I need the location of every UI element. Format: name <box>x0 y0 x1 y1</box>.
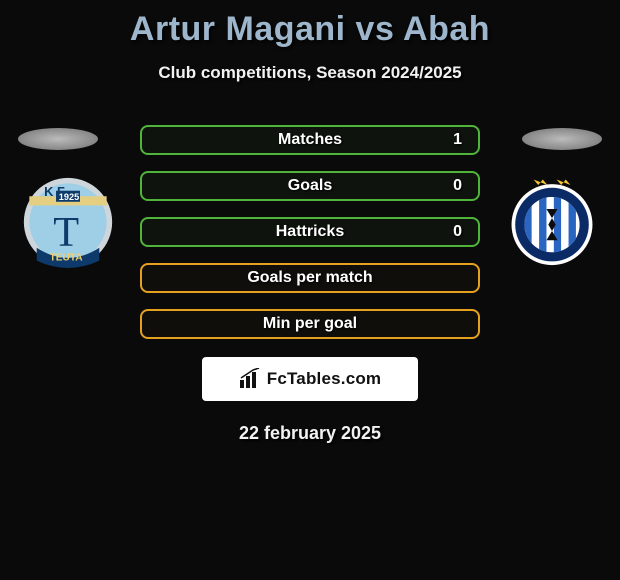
svg-text:TEUTA: TEUTA <box>50 253 84 264</box>
club-badge-left: K F 1925 T TEUTA <box>22 176 114 268</box>
stat-bar: Hattricks 0 <box>140 217 480 247</box>
snapshot-date: 22 february 2025 <box>0 423 620 444</box>
stat-label: Matches <box>278 131 342 149</box>
player-right-portrait <box>522 128 602 150</box>
svg-text:T: T <box>53 209 79 256</box>
stat-label: Hattricks <box>276 223 344 241</box>
club-badge-right <box>506 174 598 266</box>
tirana-badge-icon <box>506 174 598 266</box>
stat-row: Min per goal <box>0 309 620 339</box>
stat-bar: Goals 0 <box>140 171 480 201</box>
stat-bar: Min per goal <box>140 309 480 339</box>
stat-label: Goals per match <box>247 269 372 287</box>
stat-value: 0 <box>453 177 462 195</box>
stat-bar: Matches 1 <box>140 125 480 155</box>
stat-label: Goals <box>288 177 332 195</box>
player-left-portrait <box>18 128 98 150</box>
fctables-branding: FcTables.com <box>202 357 418 401</box>
page-title: Artur Magani vs Abah <box>0 10 620 49</box>
brand-text: FcTables.com <box>267 369 382 389</box>
subtitle: Club competitions, Season 2024/2025 <box>0 63 620 83</box>
teuta-badge-icon: K F 1925 T TEUTA <box>22 176 114 268</box>
stat-label: Min per goal <box>263 315 357 333</box>
svg-text:1925: 1925 <box>59 192 79 202</box>
stat-value: 1 <box>453 131 462 149</box>
stat-bar: Goals per match <box>140 263 480 293</box>
bar-chart-icon <box>239 368 263 390</box>
stat-value: 0 <box>453 223 462 241</box>
